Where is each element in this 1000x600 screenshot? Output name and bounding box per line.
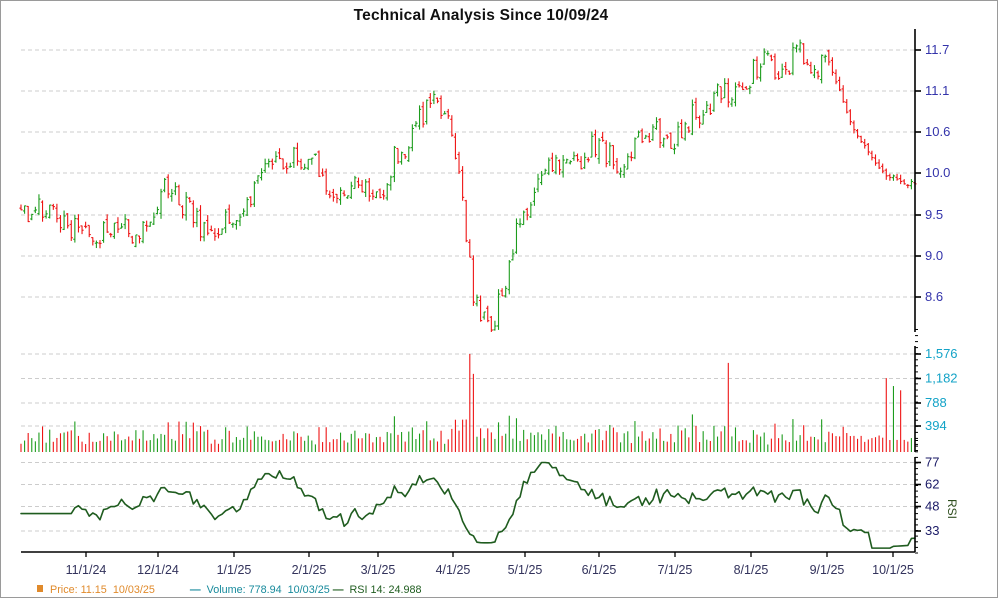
svg-text:3/1/25: 3/1/25 (361, 563, 396, 577)
svg-text:6/1/25: 6/1/25 (582, 563, 617, 577)
svg-text:1/1/25: 1/1/25 (217, 563, 252, 577)
svg-text:2/1/25: 2/1/25 (292, 563, 327, 577)
svg-text:8.6: 8.6 (925, 289, 943, 304)
svg-text:11.1: 11.1 (925, 83, 949, 98)
svg-text:788: 788 (925, 395, 947, 410)
svg-text:394: 394 (925, 418, 947, 433)
svg-text:4/1/25: 4/1/25 (436, 563, 471, 577)
svg-text:1,576: 1,576 (925, 346, 958, 361)
svg-text:62: 62 (925, 477, 939, 492)
svg-text:11.7: 11.7 (925, 42, 949, 57)
svg-text:77: 77 (925, 455, 939, 470)
svg-text:10.6: 10.6 (925, 124, 950, 139)
svg-text:7/1/25: 7/1/25 (658, 563, 693, 577)
svg-text:48: 48 (925, 499, 939, 514)
svg-text:10.0: 10.0 (925, 165, 950, 180)
svg-text:1,182: 1,182 (925, 371, 958, 386)
svg-text:11/1/24: 11/1/24 (66, 563, 107, 577)
svg-text:10/1/25: 10/1/25 (872, 563, 914, 577)
svg-text:12/1/24: 12/1/24 (137, 563, 179, 577)
svg-text:9/1/25: 9/1/25 (810, 563, 845, 577)
svg-text:5/1/25: 5/1/25 (508, 563, 543, 577)
svg-text:9.0: 9.0 (925, 248, 943, 263)
svg-text:9.5: 9.5 (925, 207, 943, 222)
svg-text:33: 33 (925, 523, 939, 538)
svg-text:8/1/25: 8/1/25 (734, 563, 769, 577)
